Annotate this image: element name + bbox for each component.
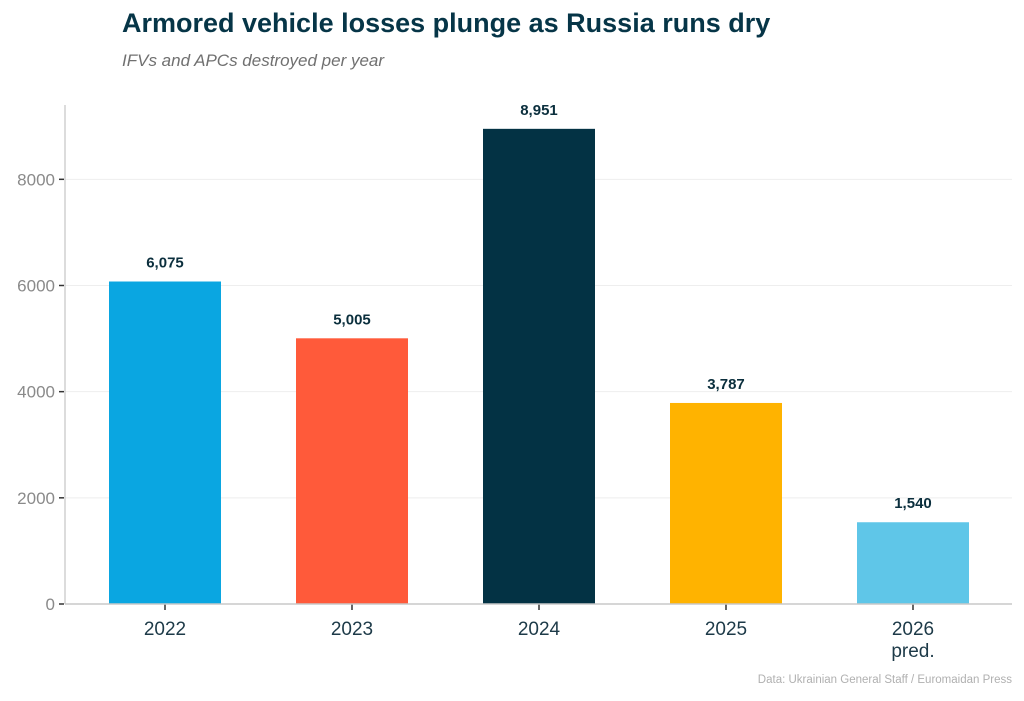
- x-tick-label: 2022: [144, 619, 186, 640]
- y-tick-label: 0: [46, 595, 55, 614]
- chart-title: Armored vehicle losses plunge as Russia …: [122, 8, 771, 38]
- x-tick-label: 2024: [518, 619, 561, 640]
- x-tick-label: pred.: [891, 641, 934, 662]
- data-label: 8,951: [520, 102, 558, 119]
- x-tick-label: 2025: [705, 619, 747, 640]
- bar: [296, 338, 408, 604]
- y-tick-label: 8000: [17, 170, 55, 189]
- bar: [483, 128, 595, 604]
- chart-subtitle: IFVs and APCs destroyed per year: [122, 51, 385, 70]
- bar: [670, 402, 782, 604]
- y-tick-label: 2000: [17, 489, 55, 508]
- y-tick-label: 6000: [17, 276, 55, 295]
- data-label: 6,075: [146, 255, 184, 272]
- y-tick-label: 4000: [17, 383, 55, 402]
- x-tick-label: 2026: [892, 619, 934, 640]
- data-label: 5,005: [333, 311, 371, 328]
- bar: [109, 281, 221, 604]
- bar: [857, 522, 969, 604]
- data-label: 3,787: [707, 376, 745, 393]
- data-label: 1,540: [894, 495, 932, 512]
- x-tick-label: 2023: [331, 619, 373, 640]
- source-note: Data: Ukrainian General Staff / Euromaid…: [757, 674, 1012, 686]
